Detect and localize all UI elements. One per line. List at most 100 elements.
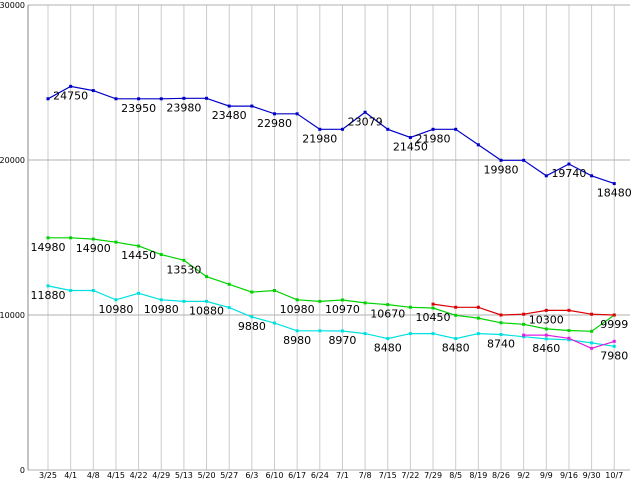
data-point [590, 341, 594, 345]
data-point [408, 136, 412, 140]
data-label: 23079 [348, 115, 383, 128]
x-tick-label: 10/7 [605, 471, 623, 480]
x-tick-label: 7/29 [424, 471, 442, 480]
data-point [454, 313, 458, 317]
x-tick-label: 9/2 [517, 471, 530, 480]
series-line [47, 285, 615, 347]
data-point [91, 289, 95, 293]
x-tick-label: 9/30 [583, 471, 601, 480]
data-point [318, 329, 322, 333]
x-tick-label: 4/15 [107, 471, 125, 480]
data-point [522, 333, 526, 337]
x-tick-label: 7/15 [379, 471, 397, 480]
data-label: 21980 [416, 132, 451, 145]
y-tick-label: 20000 [0, 156, 25, 165]
data-point [544, 308, 548, 312]
y-tick-label: 0 [20, 466, 25, 475]
y-tick-label: 10000 [0, 311, 25, 320]
x-tick-label: 7/8 [359, 471, 372, 480]
series-line [48, 237, 615, 332]
data-point [363, 110, 367, 114]
data-label: 14450 [121, 249, 156, 262]
data-label: 7980 [600, 349, 628, 362]
data-point [522, 335, 526, 339]
x-tick-label: 6/24 [311, 471, 329, 480]
data-point [227, 306, 231, 310]
data-point [159, 97, 163, 101]
data-point [567, 336, 571, 340]
data-point [476, 332, 480, 336]
data-point [590, 346, 594, 350]
data-label: 21980 [302, 132, 337, 145]
data-point [431, 302, 435, 306]
data-label: 19980 [484, 163, 519, 176]
data-point [227, 282, 231, 286]
data-point [182, 96, 186, 100]
data-point [499, 158, 503, 162]
data-point [476, 316, 480, 320]
data-label: 10970 [325, 303, 360, 316]
x-tick-label: 9/9 [540, 471, 553, 480]
data-label: 14980 [31, 241, 66, 254]
data-label: 21450 [393, 141, 428, 154]
data-label: 8460 [532, 342, 560, 355]
data-point [544, 337, 548, 341]
data-point [454, 127, 458, 131]
data-point [499, 313, 503, 317]
data-label: 8480 [442, 342, 470, 355]
data-label: 8980 [283, 334, 311, 347]
data-label: 8970 [328, 334, 356, 347]
x-tick-label: 3/25 [39, 471, 57, 480]
data-point [612, 313, 616, 317]
data-point [137, 97, 141, 101]
data-point [408, 332, 412, 336]
x-tick-label: 7/22 [401, 471, 419, 480]
x-tick-label: 5/27 [220, 471, 238, 480]
x-tick-label: 8/19 [469, 471, 487, 480]
data-point [114, 240, 118, 244]
data-point [544, 327, 548, 331]
data-label: 23480 [212, 109, 247, 122]
data-point [612, 344, 616, 348]
data-label: 10880 [189, 304, 224, 317]
x-tick-label: 8/26 [492, 471, 510, 480]
data-point [499, 321, 503, 325]
data-point [476, 305, 480, 309]
grid-lines [28, 4, 630, 471]
series-line [47, 85, 615, 185]
y-tick-labels: 0 10000 20000 30000 [0, 1, 25, 475]
data-point [295, 298, 299, 302]
x-tick-label: 6/10 [266, 471, 284, 480]
data-point [386, 337, 390, 341]
data-label: 8480 [374, 342, 402, 355]
data-point [544, 174, 548, 178]
y-tick-label: 30000 [0, 1, 25, 10]
data-point [522, 158, 526, 162]
data-point [91, 237, 95, 241]
data-point [590, 329, 594, 333]
data-point [318, 299, 322, 303]
data-point [612, 339, 616, 343]
data-point [567, 162, 571, 166]
data-point [205, 96, 209, 100]
data-label: 10300 [529, 313, 564, 326]
data-label: 23950 [121, 102, 156, 115]
data-point [612, 182, 616, 186]
data-point [454, 337, 458, 341]
data-label: 9999 [600, 318, 628, 331]
data-label: 14900 [76, 242, 111, 255]
data-point [137, 291, 141, 295]
data-point [295, 112, 299, 116]
data-point [69, 236, 73, 240]
data-label: 10980 [280, 303, 315, 316]
data-point [340, 329, 344, 333]
data-point [205, 299, 209, 303]
data-point [431, 306, 435, 310]
data-point [431, 332, 435, 336]
data-point [159, 253, 163, 257]
data-label: 10980 [98, 303, 133, 316]
data-point [205, 275, 209, 279]
data-label: 10670 [370, 308, 405, 321]
x-tick-label: 4/1 [64, 471, 77, 480]
